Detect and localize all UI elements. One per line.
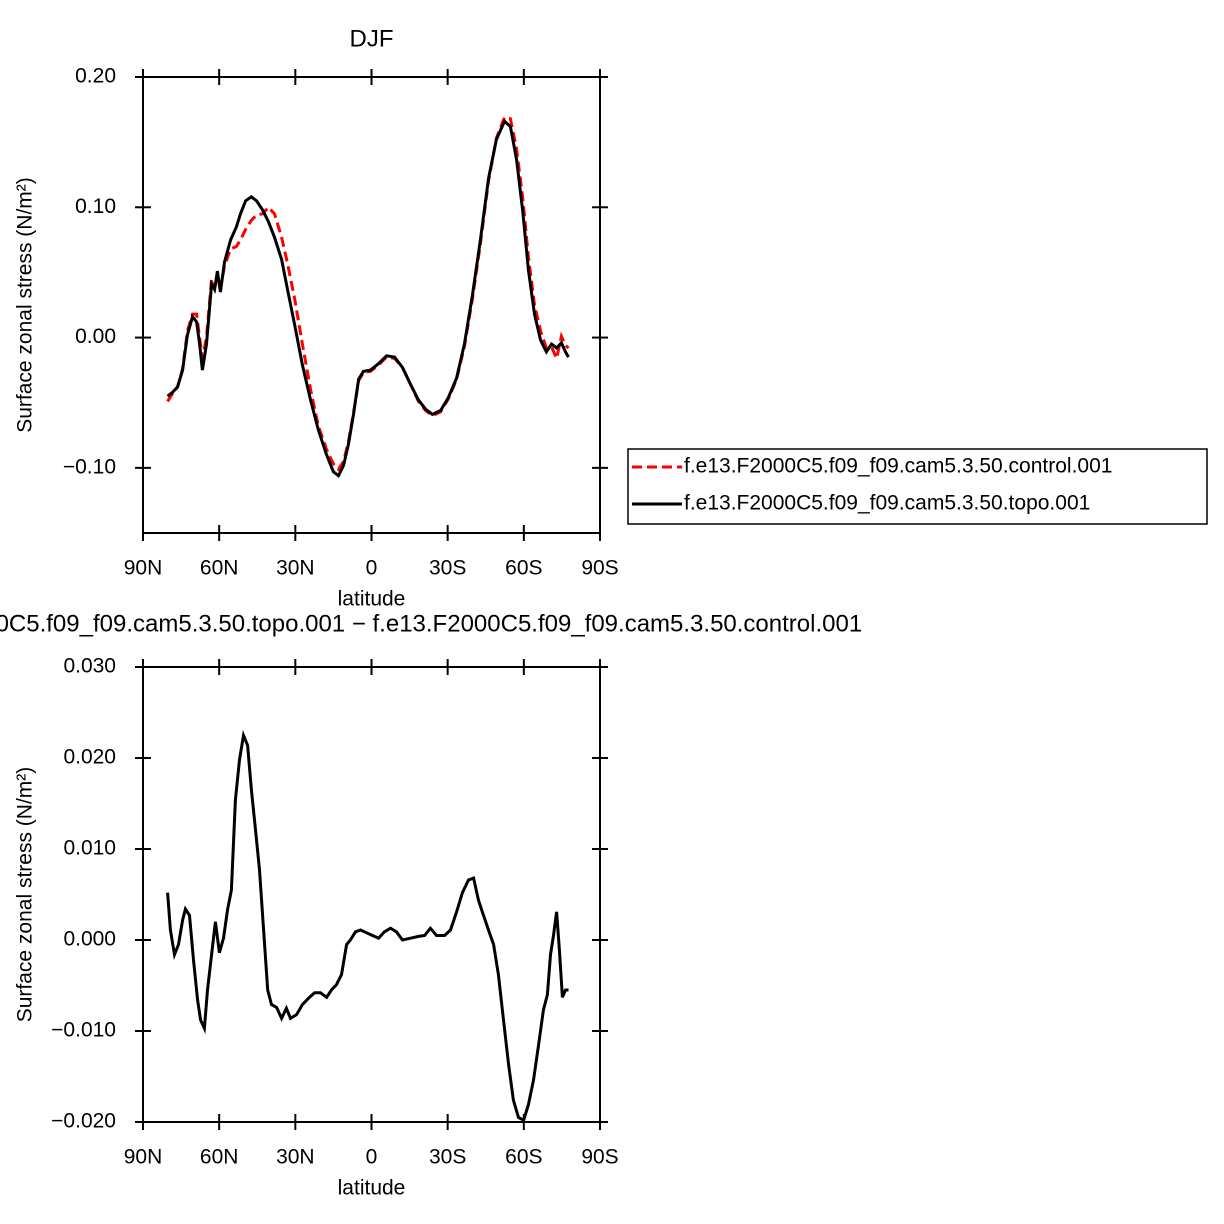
plot-frame xyxy=(142,76,601,534)
y-tick-label: 0.010 xyxy=(63,837,116,860)
legend-label: f.e13.F2000C5.f09_f09.cam5.3.50.control.… xyxy=(684,455,1112,478)
x-tick-label: 90S xyxy=(581,557,618,580)
x-tick-label: 30N xyxy=(276,557,315,580)
chart-title: f.e13.F2000C5.f09_f09.cam5.3.50.topo.001… xyxy=(0,610,862,637)
y-tick-label: −0.10 xyxy=(63,455,116,478)
y-axis-label: Surface zonal stress (N/m²) xyxy=(14,177,37,433)
x-tick-label: 90S xyxy=(581,1146,618,1169)
y-tick-label: −0.020 xyxy=(51,1110,116,1133)
plot-frame xyxy=(142,666,601,1123)
data-line xyxy=(166,115,570,472)
x-axis-label: latitude xyxy=(338,1177,406,1200)
x-tick-label: 0 xyxy=(366,557,378,580)
y-tick-label: 0.00 xyxy=(75,325,116,348)
x-tick-label: 90N xyxy=(124,557,163,580)
x-axis-label: latitude xyxy=(338,588,406,611)
x-tick-label: 90N xyxy=(124,1146,163,1169)
x-tick-label: 30N xyxy=(276,1146,315,1169)
y-tick-label: 0.000 xyxy=(63,928,116,951)
data-line xyxy=(166,118,570,479)
y-axis-label: Surface zonal stress (N/m²) xyxy=(14,767,37,1023)
legend-box xyxy=(627,448,1208,525)
y-tick-label: −0.010 xyxy=(51,1019,116,1042)
x-tick-label: 30S xyxy=(429,557,466,580)
y-tick-label: 0.030 xyxy=(63,655,116,678)
chart-title: DJF xyxy=(350,25,394,52)
x-tick-label: 60S xyxy=(505,557,542,580)
x-tick-label: 60S xyxy=(505,1146,542,1169)
x-tick-label: 30S xyxy=(429,1146,466,1169)
y-tick-label: 0.10 xyxy=(75,195,116,218)
x-tick-label: 0 xyxy=(366,1146,378,1169)
legend-label: f.e13.F2000C5.f09_f09.cam5.3.50.topo.001 xyxy=(684,492,1090,515)
data-line xyxy=(166,729,569,1123)
y-tick-label: 0.020 xyxy=(63,746,116,769)
y-tick-label: 0.20 xyxy=(75,65,116,88)
x-tick-label: 60N xyxy=(200,1146,239,1169)
x-tick-label: 60N xyxy=(200,557,239,580)
